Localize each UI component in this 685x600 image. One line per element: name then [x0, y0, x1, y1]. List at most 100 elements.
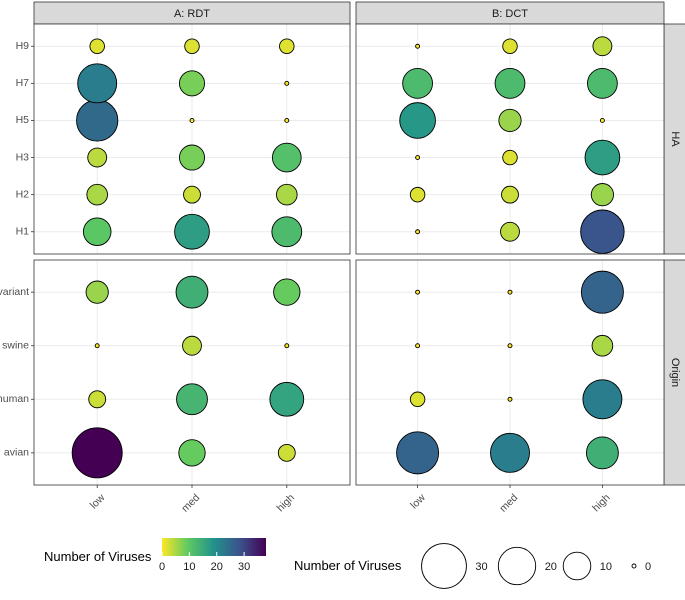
bubble-a-rdt-h2-med	[183, 185, 201, 204]
bubble-a-rdt-avian-low	[71, 427, 123, 479]
bubble-b-dct-h7-high	[587, 67, 618, 99]
size-legend-title: Number of Viruses	[294, 558, 402, 573]
bubble-a-rdt-h9-low	[89, 38, 105, 54]
x-tick-label-med: med	[179, 492, 202, 515]
bubble-a-rdt-swine-high	[284, 343, 290, 349]
y-tick-label-h3: H3	[16, 151, 30, 163]
bubble-b-dct-swine-med	[507, 343, 513, 349]
bubble-b-dct-avian-high	[585, 436, 619, 470]
panel-b-dct-origin	[355, 259, 665, 486]
bubble-b-dct-h3-low	[415, 155, 421, 160]
bubble-b-dct-h7-low	[402, 67, 433, 99]
color-legend-label: 20	[211, 561, 223, 573]
bubble-b-dct-h2-med	[501, 185, 519, 204]
bubble-a-rdt-avian-med	[178, 439, 206, 467]
x-tick-label-low: low	[88, 491, 108, 511]
bubble-a-rdt-human-low	[88, 390, 107, 409]
size-legend-key-20	[497, 546, 537, 586]
bubble-b-dct-h9-high	[592, 36, 613, 57]
bubble-a-rdt-h1-med	[174, 213, 210, 250]
bubble-b-dct-h5-low	[399, 102, 436, 139]
bubble-a-rdt-h1-high	[271, 216, 303, 248]
bubble-b-dct-h9-med	[502, 38, 518, 54]
bubble-b-dct-variant-low	[415, 289, 421, 295]
legends: Number of Viruses 0 10 20 30 Number of Viruse…	[44, 538, 651, 589]
bubble-a-rdt-h5-med	[189, 118, 195, 123]
facet-label-ha: HA	[669, 131, 681, 147]
bubble-b-dct-avian-med	[490, 432, 530, 473]
bubble-b-dct-h1-low	[415, 229, 421, 235]
y-tick-label-avian: avian	[4, 447, 29, 459]
bubble-b-dct-h7-med	[494, 67, 526, 99]
bubble-a-rdt-h2-low	[86, 183, 108, 206]
facet-label-b-dct: B: DCT	[492, 8, 528, 20]
bubble-b-dct-human-med	[507, 396, 513, 402]
bubble-a-rdt-human-high	[269, 381, 305, 417]
y-tick-label-h2: H2	[16, 188, 30, 200]
bubble-a-rdt-h5-low	[76, 99, 119, 142]
x-tick-label-high: high	[274, 492, 297, 515]
color-legend-label: 10	[183, 561, 195, 573]
bubble-a-rdt-variant-high	[273, 278, 301, 306]
bubble-a-rdt-h3-low	[87, 147, 108, 168]
y-tick-label-h1: H1	[16, 226, 30, 238]
bubble-b-dct-h3-med	[502, 149, 518, 166]
bubble-a-rdt-h2-high	[276, 183, 298, 206]
bubble-b-dct-h5-med	[498, 108, 522, 133]
bubble-b-dct-human-low	[409, 391, 426, 408]
bubble-b-dct-h5-high	[599, 118, 605, 123]
y-tick-label-human: human	[0, 393, 29, 405]
panel-border	[33, 23, 351, 255]
bubble-b-dct-h3-high	[584, 139, 621, 176]
bubble-b-dct-variant-med	[507, 289, 513, 295]
bubble-a-rdt-h7-low	[77, 63, 118, 104]
size-legend-key-10	[562, 551, 592, 581]
bubble-a-rdt-h9-high	[279, 38, 295, 54]
size-legend-label: 10	[600, 561, 612, 573]
bubble-b-dct-h2-high	[590, 183, 614, 207]
y-tick-label-h5: H5	[16, 114, 30, 126]
color-legend-label: 0	[159, 561, 165, 573]
size-legend-label: 0	[645, 561, 651, 573]
color-legend-title: Number of Viruses	[44, 549, 152, 564]
panel-a-rdt-origin	[33, 259, 351, 486]
y-tick-label-h7: H7	[16, 77, 30, 89]
bubble-b-dct-h9-low	[415, 43, 421, 49]
bubble-a-rdt-swine-low	[94, 343, 100, 349]
panel-border	[355, 23, 665, 255]
bubble-a-rdt-variant-low	[85, 280, 109, 304]
x-tick-label-high: high	[590, 492, 613, 515]
bubble-a-rdt-h5-high	[284, 118, 290, 123]
bubble-b-dct-h1-high	[580, 209, 625, 254]
color-legend-label: 30	[238, 561, 250, 573]
bubble-a-rdt-variant-med	[175, 275, 209, 309]
bubble-b-dct-h1-med	[500, 221, 520, 242]
bubble-a-rdt-avian-high	[277, 443, 296, 462]
facet-label-a-rdt: A: RDT	[174, 8, 210, 20]
size-legend-label: 30	[475, 561, 487, 573]
bubble-a-rdt-h7-high	[284, 80, 290, 86]
bubble-a-rdt-h7-med	[178, 70, 205, 97]
size-legend-key-0	[631, 563, 637, 569]
bubble-b-dct-avian-low	[396, 431, 440, 475]
bubble-b-dct-swine-high	[591, 334, 614, 357]
y-tick-label-swine: swine	[2, 339, 29, 351]
y-tick-label-h9: H9	[16, 40, 30, 52]
bubble-a-rdt-h3-med	[178, 144, 205, 171]
facet-panels: A: RDT B: DCT HA Origin H1 H2 H3 H5 H7 H9 avian hum…	[0, 1, 685, 515]
panel-a-rdt-ha	[33, 23, 351, 255]
bubble-a-rdt-human-med	[176, 383, 208, 416]
panel-b-dct-ha	[355, 23, 665, 255]
bubble-a-rdt-h1-low	[82, 217, 112, 246]
bubble-b-dct-variant-high	[580, 270, 624, 314]
color-legend-bar	[162, 538, 266, 556]
facet-label-origin: Origin	[669, 358, 681, 387]
bubble-b-dct-swine-low	[415, 343, 421, 349]
x-tick-label-med: med	[497, 492, 520, 515]
bubble-a-rdt-h3-high	[271, 142, 302, 173]
bubble-a-rdt-swine-med	[182, 335, 202, 356]
bubble-b-dct-h2-low	[409, 186, 426, 203]
x-tick-label-low: low	[408, 491, 428, 511]
y-tick-label-variant: variant	[0, 286, 29, 298]
